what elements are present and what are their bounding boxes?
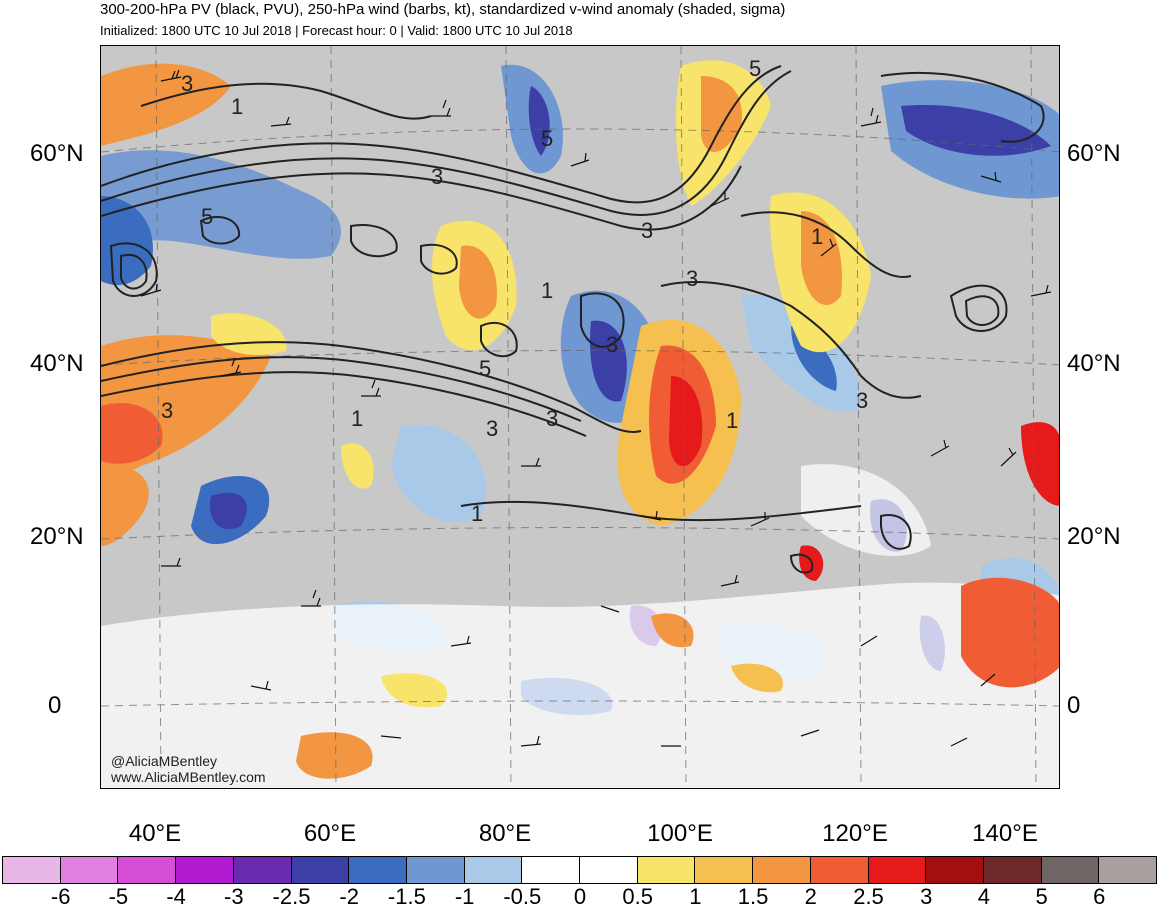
contour-label: 1 xyxy=(231,94,244,119)
colorbar-label: -5 xyxy=(108,884,129,909)
colorbar-swatch xyxy=(2,856,61,884)
colorbar-label: 0 xyxy=(573,884,587,909)
colorbar-label: -0.5 xyxy=(503,884,542,909)
colorbar-swatch xyxy=(752,856,811,884)
wind-barbs xyxy=(140,69,1052,747)
colorbar-label: 2.5 xyxy=(853,884,884,909)
colorbar-label: -1 xyxy=(454,884,475,909)
contour-label: 3 xyxy=(431,164,444,189)
credit-handle: @AliciaMBentley xyxy=(111,753,218,769)
lon-label-120e: 120°E xyxy=(822,820,888,847)
contour-label: 3 xyxy=(161,398,174,423)
lat-label-eq-left: 0 xyxy=(48,692,62,719)
lon-label-100e: 100°E xyxy=(647,820,713,847)
colorbar-swatch xyxy=(290,856,350,884)
colorbar-swatch xyxy=(925,856,984,884)
colorbar-swatch xyxy=(867,856,927,884)
positive-anomaly-shading xyxy=(101,60,1059,779)
contour-label: 5 xyxy=(541,126,554,151)
contour-label: 5 xyxy=(201,204,214,229)
lat-label-40n-right: 40°N xyxy=(1067,350,1121,377)
colorbar-label: 5 xyxy=(1035,884,1048,909)
lat-label-eq-right: 0 xyxy=(1067,692,1081,719)
map-subtitle: Initialized: 1800 UTC 10 Jul 2018 | Fore… xyxy=(100,23,573,38)
colorbar-label: 6 xyxy=(1093,884,1106,909)
colorbar-label: 3 xyxy=(920,884,933,909)
colorbar-label: -1.5 xyxy=(387,884,426,909)
colorbar-label: -6 xyxy=(50,884,71,909)
contour-label: 3 xyxy=(856,388,869,413)
credit-website: www.AliciaMBentley.com xyxy=(111,769,266,785)
colorbar-label: -3 xyxy=(224,884,244,909)
lat-label-40n-left: 40°N xyxy=(30,350,84,377)
lat-label-60n-right: 60°N xyxy=(1067,140,1121,167)
contour-label: 3 xyxy=(486,416,499,441)
colorbar-swatch xyxy=(1098,856,1158,884)
colorbar-swatch xyxy=(982,856,1042,884)
colorbar-label: -2.5 xyxy=(272,884,311,909)
contour-label: 1 xyxy=(811,224,824,249)
map-graphics xyxy=(101,46,1059,788)
colorbar-swatch xyxy=(579,856,638,884)
lon-label-40e: 40°E xyxy=(128,820,182,847)
contour-label: 3 xyxy=(606,332,619,357)
colorbar-swatch xyxy=(463,856,523,884)
colorbar-label: 0.5 xyxy=(622,884,653,909)
colorbar-swatch xyxy=(694,856,754,884)
colorbar-swatch xyxy=(117,856,177,884)
contour-label: 1 xyxy=(351,406,364,431)
contour-label: 3 xyxy=(641,218,654,243)
lon-label-60e: 60°E xyxy=(303,820,357,847)
colorbar-swatch xyxy=(809,856,869,884)
colorbar-swatch xyxy=(59,856,119,884)
contour-label: 5 xyxy=(749,56,762,81)
colorbar-swatch xyxy=(1040,856,1100,884)
colorbar-label: 1.5 xyxy=(737,884,769,909)
colorbar-label: -4 xyxy=(166,884,186,909)
contour-label: 3 xyxy=(686,266,699,291)
colorbar-swatch xyxy=(636,856,696,884)
colorbar-swatch xyxy=(405,856,465,884)
map-panel: 3 1 5 3 5 5 3 1 1 5 3 1 3 3 3 3 1 1 3 @A… xyxy=(100,45,1060,789)
contour-label: 3 xyxy=(546,406,559,431)
pv-contours xyxy=(101,65,1045,574)
colorbar xyxy=(2,856,1158,884)
colorbar-label: 2 xyxy=(804,884,817,909)
lat-label-20n-right: 20°N xyxy=(1067,523,1121,550)
contour-label: 1 xyxy=(471,501,484,526)
colorbar-swatch xyxy=(175,856,234,884)
lat-label-20n-left: 20°N xyxy=(30,523,84,550)
colorbar-swatch xyxy=(348,856,407,884)
colorbar-swatch xyxy=(232,856,292,884)
contour-label: 1 xyxy=(726,408,739,433)
colorbar-label: -2 xyxy=(339,884,359,909)
colorbar-label: 4 xyxy=(977,884,991,909)
lat-label-60n-left: 60°N xyxy=(30,140,84,167)
lon-label-140e: 140°E xyxy=(972,820,1038,847)
graticule xyxy=(101,46,1059,788)
colorbar-label: 1 xyxy=(689,884,702,909)
map-title: 300-200-hPa PV (black, PVU), 250-hPa win… xyxy=(100,1,786,18)
colorbar-swatch xyxy=(521,856,581,884)
contour-label: 3 xyxy=(181,71,194,96)
contour-label: 5 xyxy=(479,356,492,381)
lon-label-80e: 80°E xyxy=(478,820,532,847)
contour-label: 1 xyxy=(541,278,554,303)
